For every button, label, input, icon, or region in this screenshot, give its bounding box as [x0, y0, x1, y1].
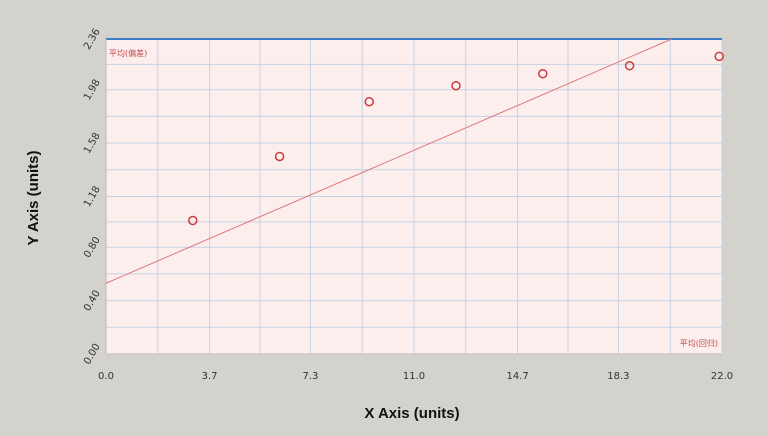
x-tick-label: 7.3 [302, 371, 318, 382]
data-point [451, 80, 461, 91]
x-tick-label: 0.0 [98, 371, 114, 382]
x-tick-label: 14.7 [506, 371, 528, 382]
x-tick-label: 3.7 [202, 371, 218, 382]
data-point [624, 60, 635, 71]
data-point [188, 215, 198, 226]
annotation-bottom-right: 平均(回归) [680, 338, 718, 348]
data-points [105, 38, 724, 284]
annotation-top-left: 平均(偏差) [109, 48, 147, 58]
data-point [714, 51, 724, 62]
trend-line [105, 38, 672, 284]
y-axis-title: Y Axis (units) [25, 150, 42, 245]
data-point [364, 96, 374, 107]
data-point [274, 151, 285, 162]
x-tick-label: 11.0 [403, 371, 425, 382]
x-tick-label: 22.0 [711, 371, 733, 382]
plot-area [105, 38, 723, 355]
x-axis-title: X Axis (units) [364, 405, 459, 422]
data-point [538, 68, 548, 79]
x-tick-label: 18.3 [607, 371, 629, 382]
